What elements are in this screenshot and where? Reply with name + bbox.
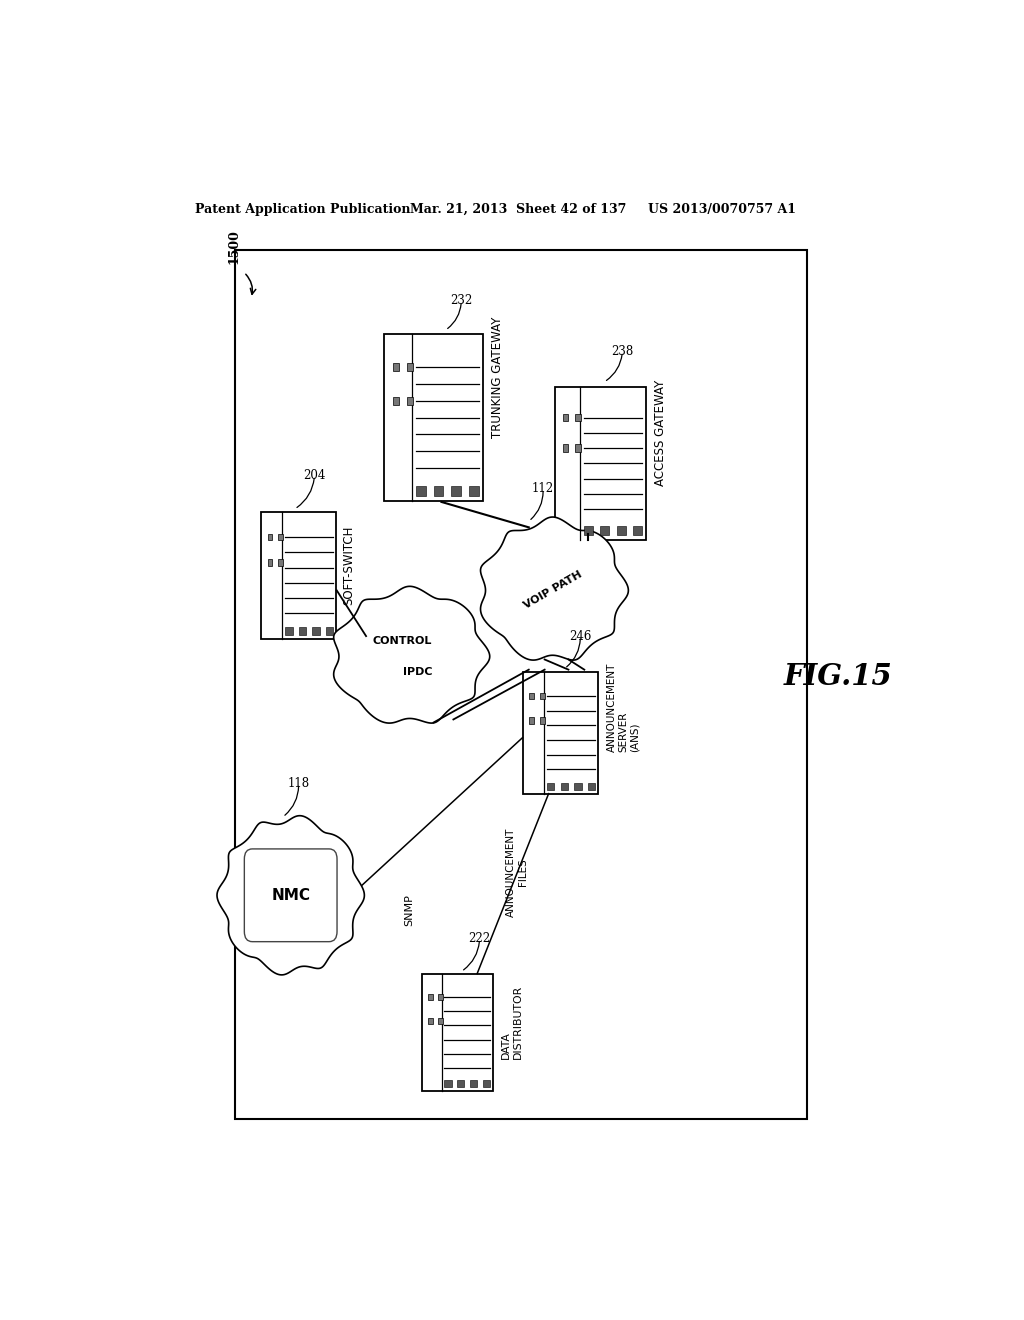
Polygon shape: [480, 517, 629, 660]
FancyBboxPatch shape: [575, 445, 582, 451]
Text: ANNOUNCEMENT
FILES: ANNOUNCEMENT FILES: [506, 828, 527, 916]
Text: CONTROL: CONTROL: [372, 636, 431, 647]
FancyBboxPatch shape: [444, 1081, 452, 1088]
Text: 222: 222: [469, 932, 490, 945]
FancyBboxPatch shape: [529, 717, 535, 723]
FancyBboxPatch shape: [562, 445, 568, 451]
Text: 118: 118: [288, 777, 309, 789]
Text: NMC: NMC: [271, 888, 310, 903]
FancyBboxPatch shape: [555, 387, 646, 540]
Text: SOFT-SWITCH: SOFT-SWITCH: [342, 525, 355, 605]
Text: 112: 112: [532, 482, 554, 495]
FancyBboxPatch shape: [245, 849, 337, 941]
FancyBboxPatch shape: [540, 693, 545, 700]
FancyBboxPatch shape: [540, 717, 545, 723]
Text: IPDC: IPDC: [402, 667, 432, 677]
Text: Patent Application Publication: Patent Application Publication: [196, 202, 411, 215]
FancyBboxPatch shape: [438, 994, 442, 1001]
FancyBboxPatch shape: [236, 249, 807, 1119]
FancyBboxPatch shape: [407, 397, 413, 405]
FancyBboxPatch shape: [588, 783, 595, 789]
Polygon shape: [334, 586, 489, 723]
FancyBboxPatch shape: [575, 413, 582, 421]
FancyBboxPatch shape: [299, 627, 306, 635]
FancyBboxPatch shape: [407, 363, 413, 371]
FancyBboxPatch shape: [584, 525, 593, 535]
Text: 232: 232: [451, 294, 472, 308]
Text: 1500: 1500: [228, 230, 241, 264]
Text: ACCESS GATEWAY: ACCESS GATEWAY: [654, 380, 668, 486]
Polygon shape: [217, 816, 365, 975]
Text: VOIP PATH: VOIP PATH: [521, 570, 584, 611]
FancyBboxPatch shape: [267, 560, 272, 565]
FancyBboxPatch shape: [529, 693, 535, 700]
FancyBboxPatch shape: [469, 486, 479, 496]
FancyBboxPatch shape: [279, 533, 283, 540]
FancyBboxPatch shape: [574, 783, 582, 789]
FancyBboxPatch shape: [392, 397, 399, 405]
FancyBboxPatch shape: [470, 1081, 477, 1088]
Text: 204: 204: [303, 469, 326, 482]
Text: 238: 238: [611, 345, 634, 358]
Text: ANNOUNCEMENT
SERVER
(ANS): ANNOUNCEMENT SERVER (ANS): [606, 663, 640, 752]
FancyBboxPatch shape: [562, 413, 568, 421]
Text: DATA
DISTRIBUTOR: DATA DISTRIBUTOR: [501, 985, 522, 1060]
FancyBboxPatch shape: [428, 1018, 432, 1024]
FancyBboxPatch shape: [616, 525, 626, 535]
FancyBboxPatch shape: [267, 533, 272, 540]
Text: Mar. 21, 2013  Sheet 42 of 137: Mar. 21, 2013 Sheet 42 of 137: [410, 202, 626, 215]
FancyBboxPatch shape: [523, 672, 598, 793]
FancyBboxPatch shape: [560, 783, 568, 789]
FancyBboxPatch shape: [428, 994, 432, 1001]
FancyBboxPatch shape: [279, 560, 283, 565]
FancyBboxPatch shape: [285, 627, 293, 635]
FancyBboxPatch shape: [458, 1081, 465, 1088]
FancyBboxPatch shape: [312, 627, 319, 635]
FancyBboxPatch shape: [438, 1018, 442, 1024]
Text: 246: 246: [569, 630, 592, 643]
FancyBboxPatch shape: [384, 334, 483, 502]
FancyBboxPatch shape: [433, 486, 443, 496]
Text: SNMP: SNMP: [404, 895, 415, 927]
FancyBboxPatch shape: [452, 486, 462, 496]
FancyBboxPatch shape: [326, 627, 333, 635]
Text: TRUNKING GATEWAY: TRUNKING GATEWAY: [490, 317, 504, 438]
FancyBboxPatch shape: [416, 486, 426, 496]
FancyBboxPatch shape: [422, 974, 494, 1090]
Text: FIG.15: FIG.15: [784, 663, 893, 692]
Text: US 2013/0070757 A1: US 2013/0070757 A1: [648, 202, 796, 215]
FancyBboxPatch shape: [633, 525, 642, 535]
FancyBboxPatch shape: [261, 512, 336, 639]
FancyBboxPatch shape: [392, 363, 399, 371]
FancyBboxPatch shape: [600, 525, 609, 535]
FancyBboxPatch shape: [547, 783, 554, 789]
FancyBboxPatch shape: [483, 1081, 490, 1088]
